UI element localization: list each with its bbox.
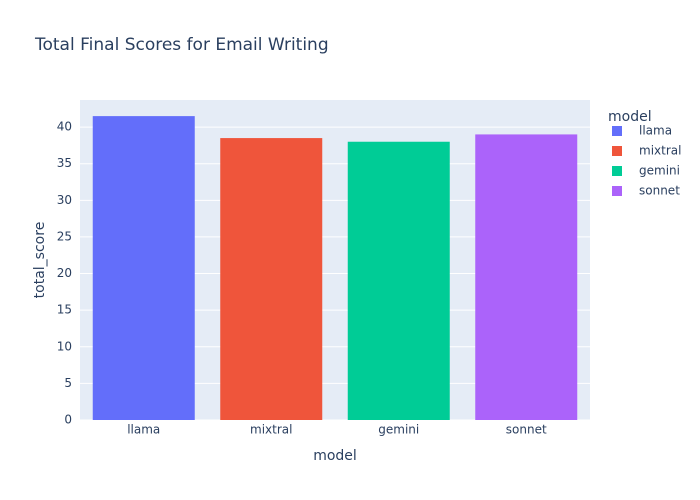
legend-title: model	[608, 109, 652, 125]
x-axis-label: model	[313, 448, 357, 464]
x-tick-label: sonnet	[506, 423, 547, 437]
y-tick-label: 0	[64, 413, 72, 427]
bar	[220, 138, 323, 420]
y-tick-label: 40	[57, 120, 72, 134]
x-tick-label: llama	[127, 423, 160, 437]
bar	[92, 116, 195, 421]
y-tick-label: 30	[57, 193, 72, 207]
y-axis-label: total_score	[32, 222, 48, 299]
legend-swatch[interactable]	[612, 166, 622, 176]
y-tick-label: 25	[57, 229, 72, 243]
y-tick-label: 15	[57, 303, 72, 317]
chart-title: Total Final Scores for Email Writing	[34, 35, 329, 55]
legend-swatch[interactable]	[612, 186, 622, 196]
y-tick-label: 10	[57, 339, 72, 353]
legend-label[interactable]: mixtral	[639, 144, 681, 158]
legend-swatch[interactable]	[612, 146, 622, 156]
legend-label[interactable]: llama	[639, 124, 672, 138]
y-tick-label: 5	[64, 376, 72, 390]
legend-label[interactable]: gemini	[639, 164, 680, 178]
bar	[475, 134, 578, 420]
y-tick-label: 20	[57, 266, 72, 280]
legend-swatch[interactable]	[612, 126, 622, 136]
x-tick-label: mixtral	[250, 423, 292, 437]
x-tick-label: gemini	[378, 423, 419, 437]
y-tick-label: 35	[57, 156, 72, 170]
bar	[347, 141, 450, 420]
legend-label[interactable]: sonnet	[639, 184, 680, 198]
